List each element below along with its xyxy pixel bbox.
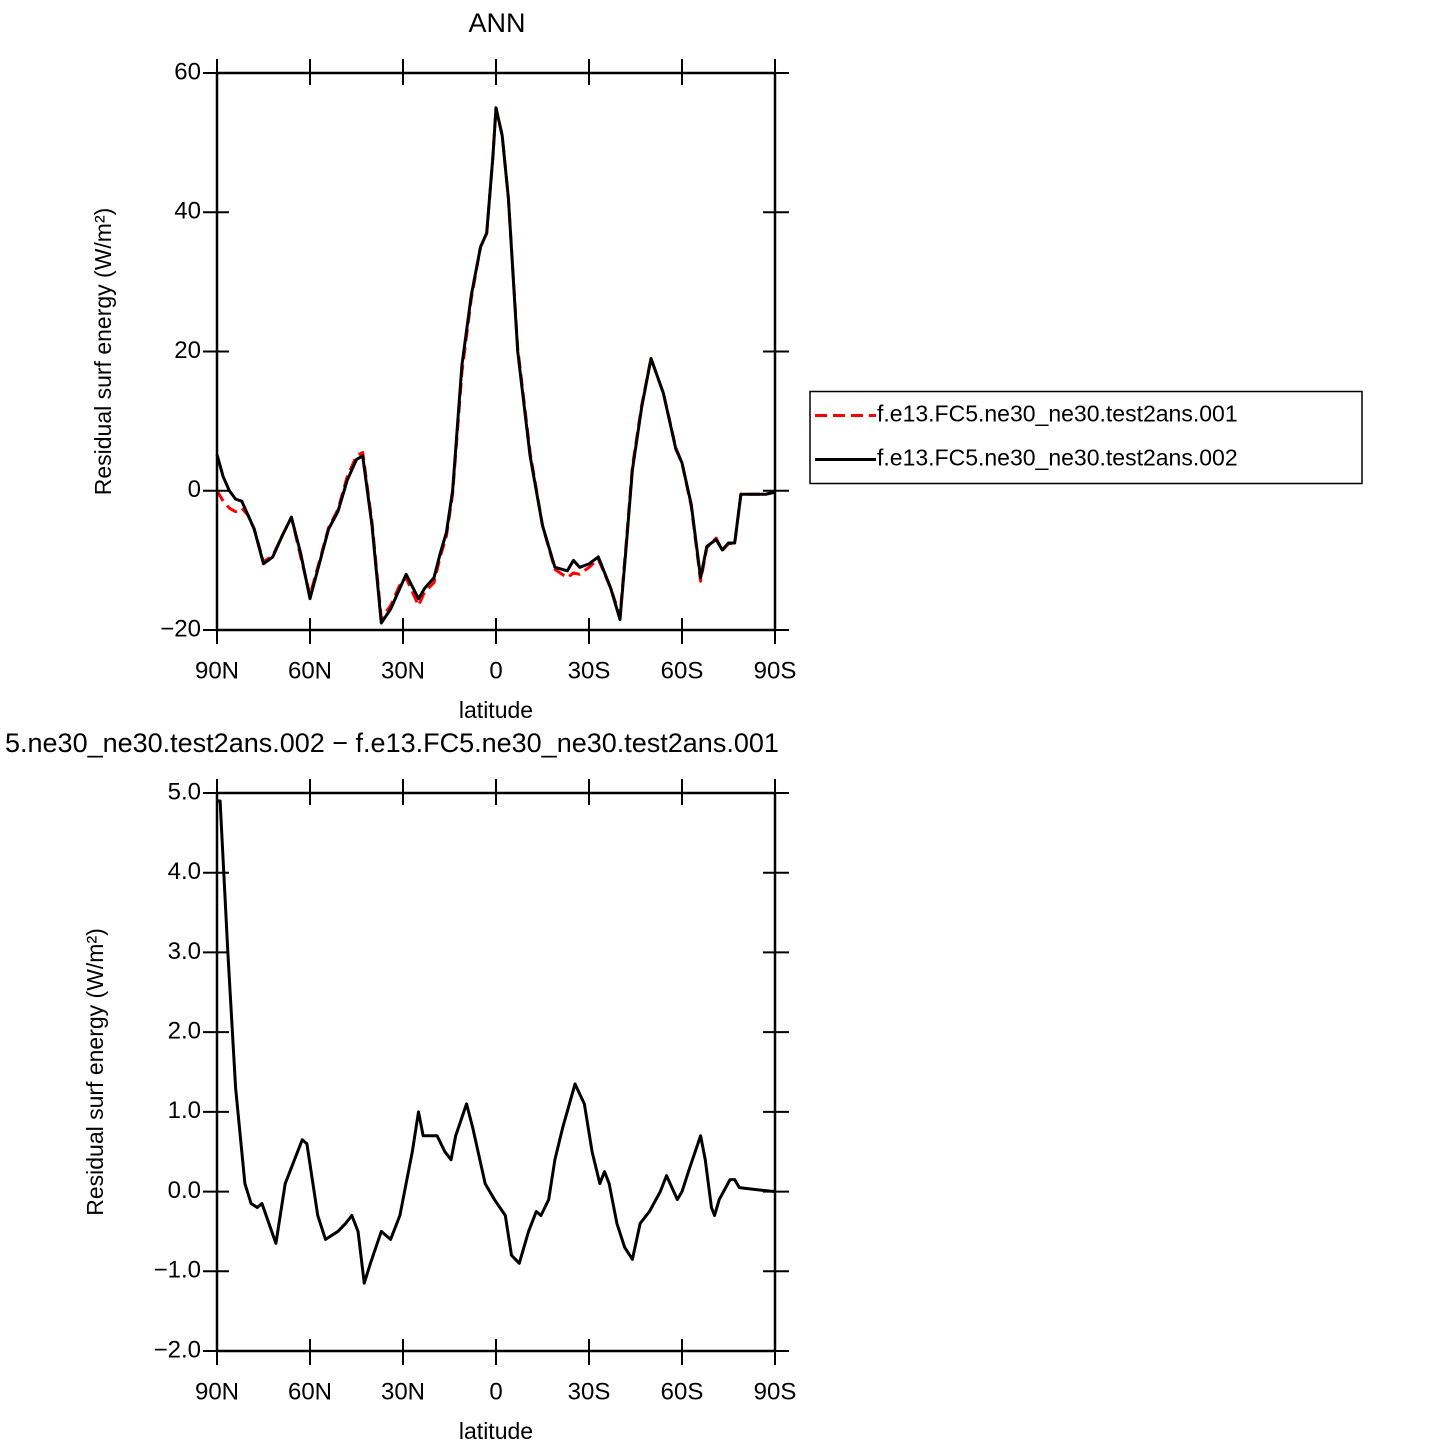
plot-frame — [215, 71, 777, 632]
data-line — [215, 106, 776, 620]
data-line — [217, 799, 776, 1285]
y-axis-title: Residual surf energy (W/m²) — [90, 208, 116, 496]
x-tick-label: 90S — [754, 657, 797, 684]
x-tick-label: 30S — [568, 657, 611, 684]
data-line — [215, 106, 776, 625]
x-tick-label: 60N — [288, 657, 332, 684]
y-tick-label: 40 — [174, 198, 201, 225]
chart-title: 5.ne30_ne30.test2ans.002 − f.e13.FC5.ne3… — [5, 728, 779, 758]
x-tick-label: 30N — [381, 1378, 425, 1405]
x-axis-title: latitude — [459, 1418, 533, 1444]
y-axis-title: Residual surf energy (W/m²) — [82, 928, 108, 1216]
x-tick-label: 90S — [754, 1378, 797, 1405]
y-tick-label: 2.0 — [168, 1017, 201, 1044]
x-tick-label: 30N — [381, 657, 425, 684]
x-axis-title: latitude — [459, 697, 533, 723]
x-tick-label: 30S — [568, 1378, 611, 1405]
y-tick-label: 60 — [174, 58, 201, 85]
x-tick-label: 0 — [489, 1378, 502, 1405]
y-tick-label: 5.0 — [168, 778, 201, 805]
chart-title: ANN — [468, 8, 525, 38]
x-tick-label: 60N — [288, 1378, 332, 1405]
y-tick-label: 3.0 — [168, 938, 201, 965]
plot-frame — [215, 791, 777, 1353]
x-tick-label: 90N — [195, 657, 239, 684]
x-tick-label: 0 — [489, 657, 502, 684]
y-tick-label: 4.0 — [168, 858, 201, 885]
y-tick-label: −2.0 — [154, 1336, 201, 1363]
x-tick-label: 60S — [661, 657, 704, 684]
y-tick-label: 1.0 — [168, 1097, 201, 1124]
y-tick-label: −20 — [160, 615, 201, 642]
x-tick-label: 90N — [195, 1378, 239, 1405]
legend-label: f.e13.FC5.ne30_ne30.test2ans.001 — [877, 401, 1238, 427]
legend-box — [809, 390, 1363, 485]
legend-label: f.e13.FC5.ne30_ne30.test2ans.002 — [877, 445, 1238, 471]
y-tick-label: 0 — [188, 476, 201, 503]
y-tick-label: −1.0 — [154, 1257, 201, 1284]
y-tick-label: 20 — [174, 337, 201, 364]
x-tick-label: 60S — [661, 1378, 704, 1405]
y-tick-label: 0.0 — [168, 1177, 201, 1204]
